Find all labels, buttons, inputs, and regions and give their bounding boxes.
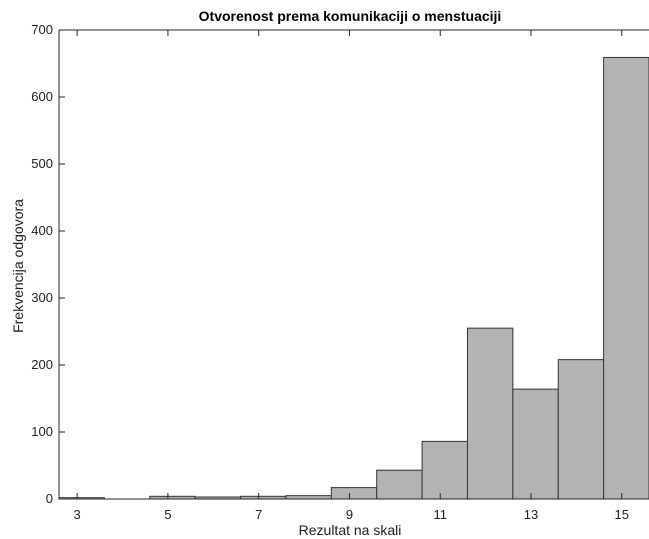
y-tick-label: 0 [46,491,53,506]
y-tick-label: 100 [31,424,53,439]
y-tick-label: 400 [31,223,53,238]
x-tick-label: 13 [524,507,538,522]
axes-group: 0 100 200 300 400 500 600 700 3 5 7 9 11 13 15 [31,22,649,522]
x-tick-label: 9 [346,507,353,522]
x-tick-label: 7 [255,507,262,522]
histogram-bar [330,487,378,500]
histogram-bar [285,495,332,500]
bars-group [58,56,649,500]
histogram-bar [512,388,559,500]
y-tick-label: 300 [31,290,53,305]
x-tick-label: 5 [164,507,171,522]
histogram-bar [603,56,649,500]
histogram-bar [376,469,423,500]
histogram-bar [466,327,514,500]
x-tick-label: 15 [615,507,629,522]
histogram-bar [557,359,605,500]
x-tick-label: 11 [433,507,447,522]
x-axis-label: Rezultat na skali [299,522,402,538]
y-tick-label: 600 [31,89,53,104]
y-axis-label: Frekvencija odgovora [10,199,26,333]
y-tick-label: 500 [31,156,53,171]
histogram-bar [421,440,468,500]
x-tick-label: 3 [74,507,81,522]
y-tick-label: 200 [31,357,53,372]
chart-title: Otvorenost prema komunikaciji o menstuac… [199,8,502,24]
y-tick-label: 700 [31,22,53,37]
